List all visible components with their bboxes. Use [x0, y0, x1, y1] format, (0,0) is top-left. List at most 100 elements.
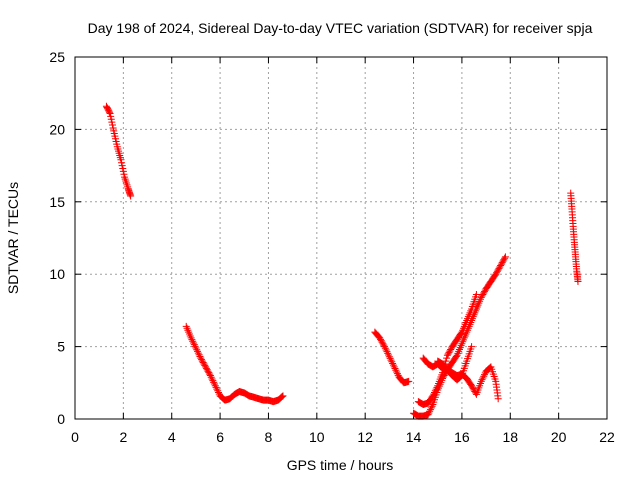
data-point-marker — [192, 344, 200, 352]
data-point-marker — [378, 338, 386, 346]
data-point-marker — [498, 259, 506, 267]
data-point-marker — [390, 363, 398, 371]
data-point-marker — [501, 254, 509, 262]
data-point-marker — [457, 329, 465, 337]
data-point-marker — [468, 343, 476, 351]
data-point-marker — [393, 370, 401, 378]
data-point-marker — [431, 387, 439, 395]
data-point-marker — [386, 354, 394, 362]
x-tick-label: 8 — [265, 429, 273, 445]
data-point-marker — [196, 352, 204, 360]
data-point-marker — [124, 183, 132, 191]
data-point-marker — [472, 290, 480, 298]
plot-frame — [74, 56, 608, 420]
data-point-marker — [205, 369, 213, 377]
data-point-marker — [213, 385, 221, 393]
data-point-marker — [456, 373, 464, 381]
x-tick-label: 20 — [551, 429, 567, 445]
data-point-marker — [109, 124, 117, 132]
data-point-marker — [424, 411, 432, 419]
data-point-marker — [384, 349, 392, 357]
y-tick-label: 5 — [57, 339, 65, 355]
data-point-marker — [499, 257, 507, 265]
data-series-arc-7 — [434, 343, 476, 384]
data-point-marker — [203, 366, 211, 374]
data-point-marker — [277, 393, 285, 401]
data-point-marker — [118, 162, 126, 170]
data-point-marker — [193, 346, 201, 354]
y-tick-label: 25 — [49, 49, 65, 65]
data-point-marker — [383, 348, 391, 356]
data-point-marker — [121, 175, 129, 183]
data-point-marker — [379, 340, 387, 348]
data-point-marker — [105, 108, 113, 116]
x-tick-label: 0 — [71, 429, 79, 445]
data-point-marker — [486, 364, 494, 372]
x-tick-label: 12 — [357, 429, 373, 445]
x-tick-label: 22 — [599, 429, 615, 445]
data-layer — [102, 102, 582, 420]
data-point-marker — [452, 352, 460, 360]
data-point-marker — [480, 289, 488, 297]
x-axis-label: GPS time / hours — [287, 457, 394, 473]
y-tick-label: 10 — [49, 266, 65, 282]
data-point-marker — [198, 356, 206, 364]
data-point-marker — [405, 377, 413, 385]
data-point-marker — [107, 112, 115, 120]
data-point-marker — [119, 167, 127, 175]
data-point-marker — [480, 288, 488, 296]
data-point-marker — [117, 156, 125, 164]
data-point-marker — [427, 404, 435, 412]
data-point-marker — [194, 349, 202, 357]
data-point-marker — [108, 118, 116, 126]
data-point-marker — [500, 256, 508, 264]
data-point-marker — [494, 395, 502, 403]
data-point-marker — [426, 406, 434, 414]
data-point-marker — [457, 372, 465, 380]
data-point-marker — [214, 388, 222, 396]
data-series-arc-2 — [182, 322, 287, 406]
data-point-marker — [202, 364, 210, 372]
data-point-marker — [199, 359, 207, 367]
data-point-marker — [431, 388, 439, 396]
data-point-marker — [447, 345, 455, 353]
data-point-marker — [120, 170, 128, 178]
data-point-marker — [278, 393, 286, 401]
data-point-marker — [468, 383, 476, 391]
data-point-marker — [188, 336, 196, 344]
data-point-marker — [206, 372, 214, 380]
data-point-marker — [385, 351, 393, 359]
data-point-marker — [480, 372, 488, 380]
data-point-marker — [492, 270, 500, 278]
data-point-marker — [123, 181, 131, 189]
data-point-marker — [389, 359, 397, 367]
data-point-marker — [376, 334, 384, 342]
data-point-marker — [385, 353, 393, 361]
data-point-marker — [493, 269, 501, 277]
data-point-marker — [122, 179, 130, 187]
data-point-marker — [446, 347, 454, 355]
data-point-marker — [429, 392, 437, 400]
data-point-marker — [200, 360, 208, 368]
data-point-marker — [381, 344, 389, 352]
data-point-marker — [480, 371, 488, 379]
data-point-marker — [189, 339, 197, 347]
data-point-marker — [210, 378, 218, 386]
data-point-marker — [389, 361, 397, 369]
data-point-marker — [574, 277, 582, 285]
data-point-marker — [445, 348, 453, 356]
y-tick-label: 0 — [57, 411, 65, 427]
data-point-marker — [202, 363, 210, 371]
data-point-marker — [191, 342, 199, 350]
data-point-marker — [198, 357, 206, 365]
x-tick-label: 2 — [119, 429, 127, 445]
data-point-marker — [393, 368, 401, 376]
data-point-marker — [497, 260, 505, 268]
data-point-marker — [388, 358, 396, 366]
data-point-marker — [428, 393, 436, 401]
data-point-marker — [442, 357, 450, 365]
data-point-marker — [444, 350, 452, 358]
tick-layer: 0 2 4 6 8 10 12 14 16 18 20 22 0 5 10 15 20 25 — [49, 49, 615, 445]
data-point-marker — [428, 402, 436, 410]
